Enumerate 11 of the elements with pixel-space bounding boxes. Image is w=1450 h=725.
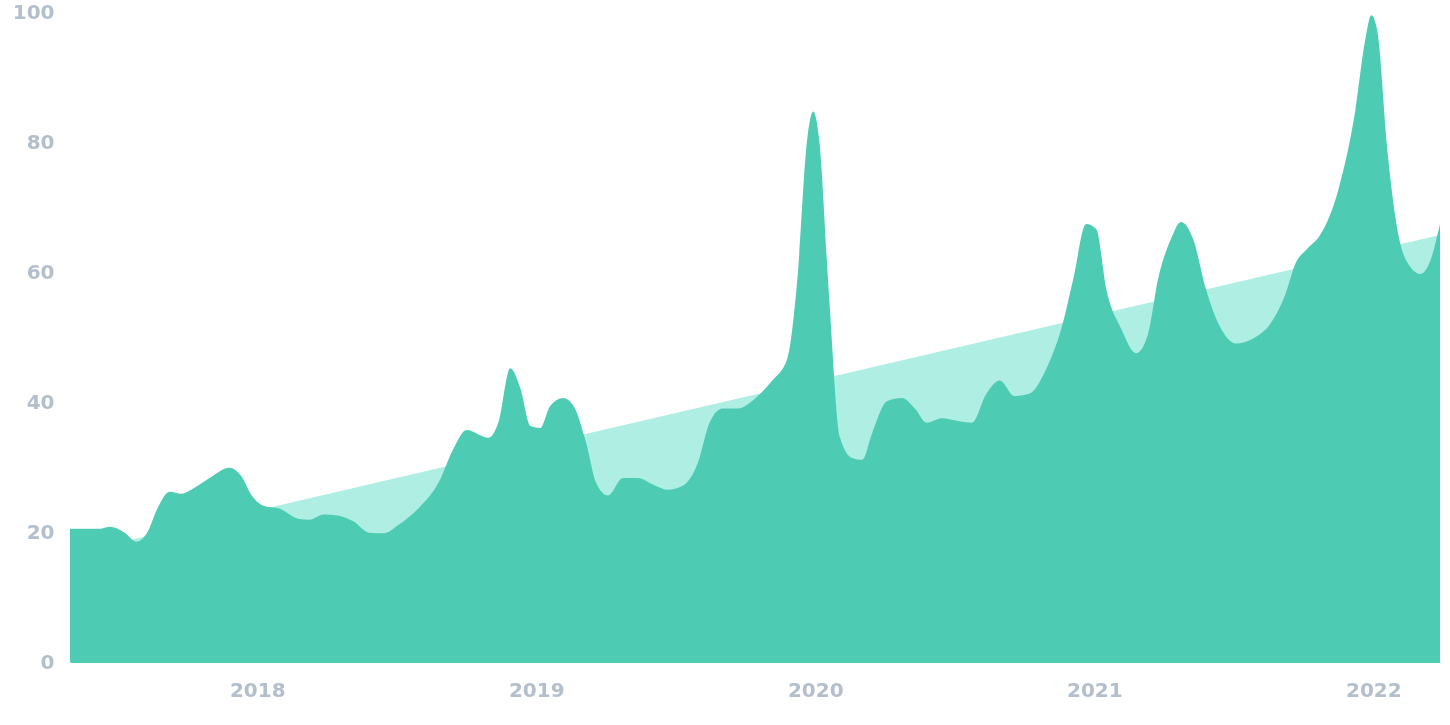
y-tick-label: 40 <box>26 389 55 414</box>
y-tick-label: 60 <box>26 259 55 284</box>
y-tick-label: 20 <box>26 519 55 544</box>
x-tick-label: 2022 <box>1345 677 1402 702</box>
x-tick-label: 2020 <box>787 677 844 702</box>
x-tick-label: 2019 <box>508 677 565 702</box>
y-tick-label: 100 <box>12 0 55 24</box>
x-tick-label: 2018 <box>229 677 286 702</box>
x-tick-label: 2021 <box>1066 677 1123 702</box>
y-tick-label: 80 <box>26 129 55 154</box>
y-tick-label: 0 <box>40 649 55 674</box>
